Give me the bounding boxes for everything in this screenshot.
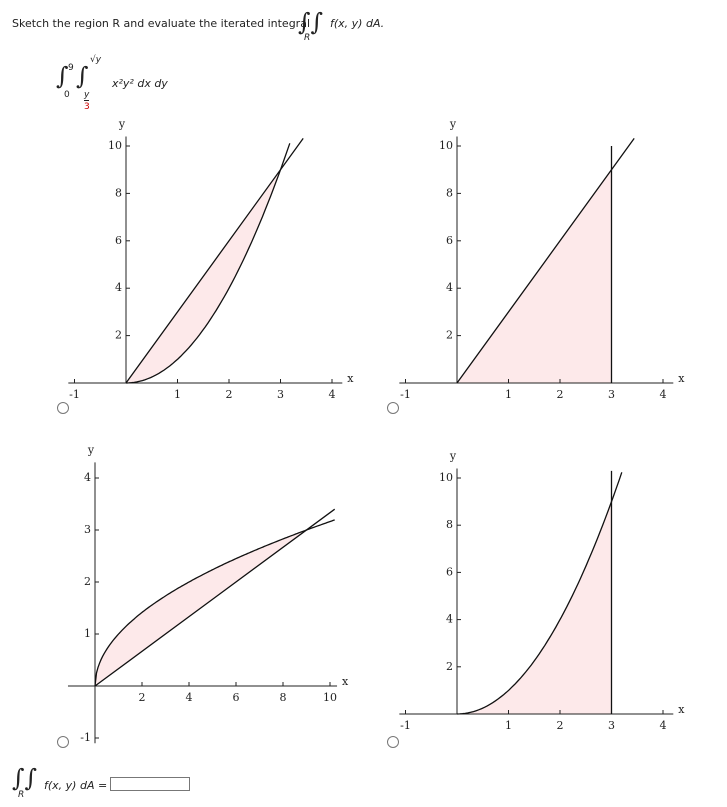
answer-label: f(x, y) dA = — [44, 779, 108, 792]
answer-input[interactable] — [110, 777, 190, 791]
y-tick-label: 4 — [84, 471, 91, 484]
inner-lower-numerator: y — [84, 90, 90, 101]
y-tick-label: 8 — [446, 518, 453, 531]
answer-integral-sign: ∫∫ — [12, 764, 38, 792]
y-axis-label: y — [87, 443, 95, 456]
integral-sign: ∫∫ — [298, 8, 324, 36]
y-tick-label: 10 — [439, 471, 453, 484]
y-tick-label: 8 — [115, 186, 122, 199]
y-tick-label: 4 — [446, 613, 453, 626]
y-tick-label: 6 — [446, 565, 453, 578]
y-tick-label: 4 — [115, 281, 122, 294]
region — [457, 501, 612, 714]
x-axis-label: x — [678, 372, 685, 385]
x-tick-label: 3 — [277, 388, 284, 401]
x-tick-label: 4 — [660, 719, 667, 732]
prompt: Sketch the region R and evaluate the ite… — [12, 17, 311, 30]
x-tick-label: 4 — [186, 691, 193, 704]
curve — [94, 519, 335, 687]
x-tick-label: 6 — [233, 691, 240, 704]
region-subscript: R — [304, 33, 311, 43]
integral-text: f(x, y) dA. — [330, 17, 385, 30]
x-axis-label: x — [678, 703, 685, 716]
x-tick-label: 3 — [608, 719, 615, 732]
x-tick-label: 2 — [557, 388, 564, 401]
x-tick-label: 2 — [139, 691, 146, 704]
x-tick-label: 1 — [505, 388, 512, 401]
y-tick-label: 10 — [108, 139, 122, 152]
y-tick-label: 2 — [446, 329, 453, 342]
radio-option[interactable] — [57, 402, 69, 414]
x-axis-label: x — [342, 675, 349, 688]
y-tick-label: 4 — [446, 281, 453, 294]
outer-upper: 9 — [68, 63, 74, 73]
radio-option[interactable] — [387, 402, 399, 414]
y-tick-label: -1 — [80, 731, 91, 744]
y-tick-label: 3 — [84, 523, 91, 536]
curve — [94, 508, 336, 687]
x-tick-label: 10 — [323, 691, 337, 704]
y-tick-label: 6 — [446, 234, 453, 247]
x-axis-label: x — [347, 372, 354, 385]
curve — [125, 138, 304, 384]
curve — [456, 472, 623, 715]
x-tick-label: 1 — [174, 388, 181, 401]
y-tick-label: 2 — [84, 575, 91, 588]
radio-option[interactable] — [387, 736, 399, 748]
x-tick-label: -1 — [400, 388, 411, 401]
y-tick-label: 10 — [439, 139, 453, 152]
answer-region: R — [18, 790, 25, 800]
y-tick-label: 2 — [446, 660, 453, 673]
x-tick-label: 4 — [660, 388, 667, 401]
outer-lower: 0 — [64, 90, 70, 100]
x-tick-label: -1 — [69, 388, 80, 401]
x-tick-label: 4 — [329, 388, 336, 401]
y-axis-label: y — [118, 118, 126, 131]
inner-lower-denominator: 3 — [84, 102, 90, 112]
y-tick-label: 2 — [115, 329, 122, 342]
x-tick-label: -1 — [400, 719, 411, 732]
y-tick-label: 1 — [84, 627, 91, 640]
x-tick-label: 1 — [505, 719, 512, 732]
curve — [456, 138, 635, 384]
x-tick-label: 8 — [280, 691, 287, 704]
y-axis-label: y — [449, 118, 457, 131]
outer-integral-sign: ∫ — [56, 62, 69, 90]
curve — [125, 143, 291, 384]
x-tick-label: 2 — [226, 388, 233, 401]
inner-upper: √y — [90, 55, 102, 65]
y-tick-label: 8 — [446, 186, 453, 199]
y-axis-label: y — [449, 450, 457, 463]
inner-integral-sign: ∫ — [76, 62, 89, 90]
y-tick-label: 6 — [115, 234, 122, 247]
x-tick-label: 2 — [557, 719, 564, 732]
radio-option[interactable] — [57, 736, 69, 748]
integrand: x²y² dx dy — [112, 77, 168, 90]
x-tick-label: 3 — [608, 388, 615, 401]
